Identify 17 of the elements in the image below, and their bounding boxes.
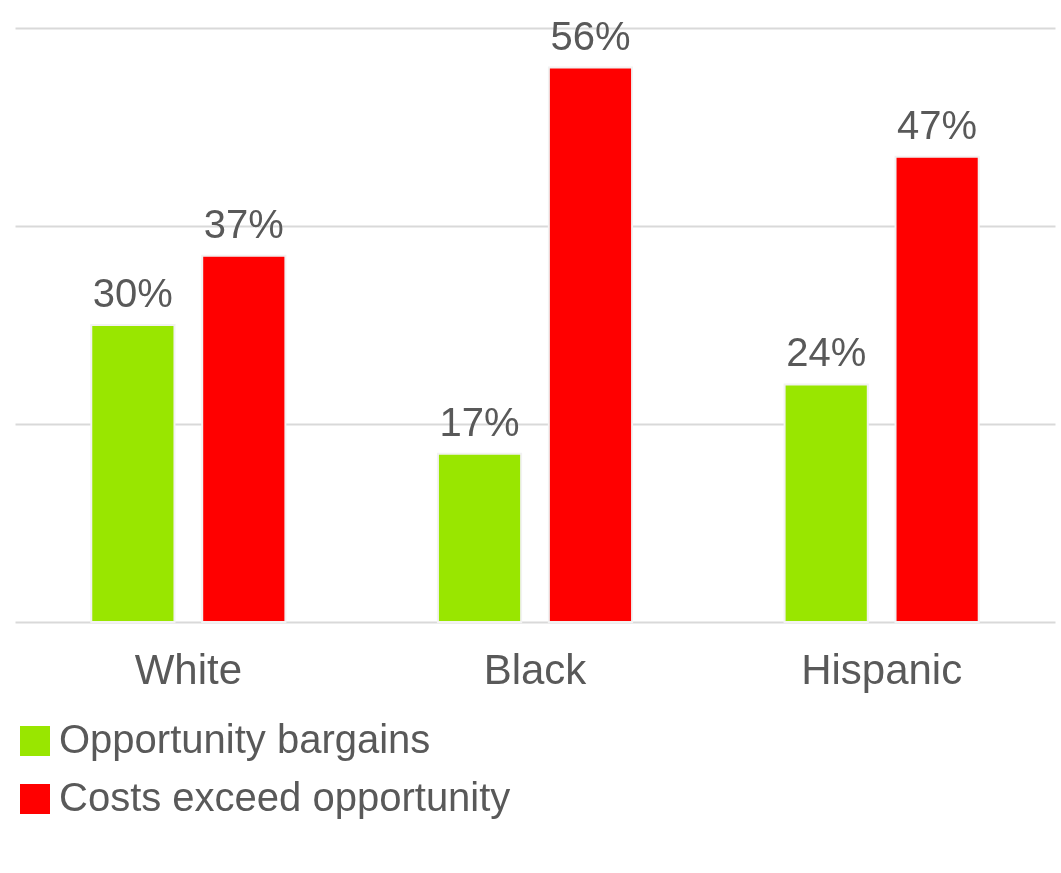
x-tick-label: Hispanic (801, 645, 963, 693)
bar (436, 452, 523, 623)
data-label: 30% (92, 271, 173, 315)
x-tick-label: Black (483, 645, 588, 693)
data-label: 24% (786, 330, 867, 375)
data-label: 47% (897, 102, 978, 147)
legend-label: Costs exceed opportunity (59, 775, 511, 819)
data-label: 37% (203, 201, 284, 246)
data-label: 17% (439, 399, 520, 444)
bar (201, 254, 287, 623)
bar (547, 66, 634, 623)
data-label: 56% (550, 13, 631, 58)
legend-label: Opportunity bargains (59, 717, 431, 761)
bar (90, 324, 176, 623)
bar (894, 155, 980, 623)
x-tick-label: White (134, 645, 243, 693)
bar (783, 383, 869, 623)
